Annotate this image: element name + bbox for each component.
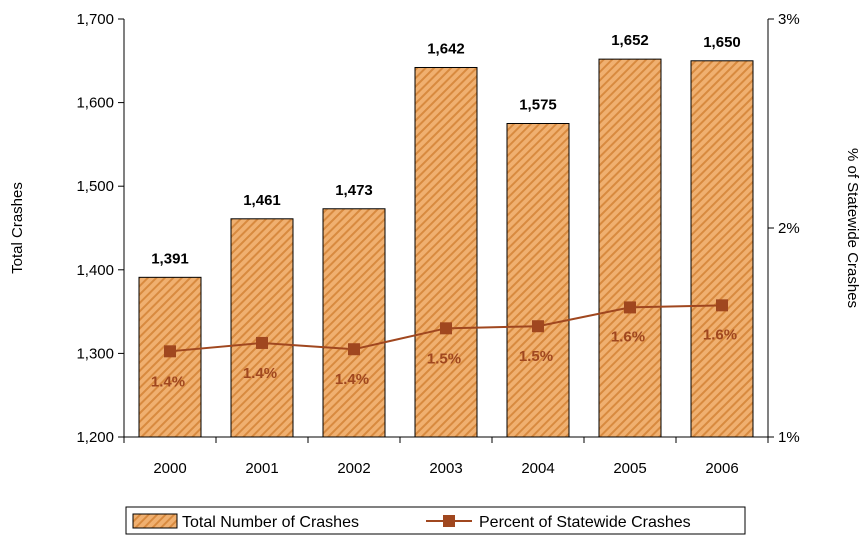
percent-value-label: 1.4% (243, 365, 277, 382)
bar-value-label: 1,575 (519, 97, 557, 114)
percent-value-label: 1.6% (611, 328, 645, 345)
percent-marker (716, 299, 728, 312)
x-tick-label: 2003 (429, 460, 462, 477)
bar (322, 208, 386, 438)
legend-swatch-bars (132, 513, 178, 529)
y-tick-label: 1,300 (76, 345, 114, 362)
percent-marker (624, 301, 636, 314)
legend-label-bars: Total Number of Crashes (182, 514, 359, 531)
line-series: 1.4% 1.4% 1.4% 1.5% 1.5% 1.6% 1.6% (151, 299, 737, 390)
x-tick-label: 2006 (705, 460, 738, 477)
axes: 1,200 1,300 1,400 1,500 1,600 1,700 1% 2% 3% 2000… (76, 11, 799, 477)
bar-value-label: 1,391 (151, 250, 189, 267)
percent-marker (348, 343, 360, 356)
percent-value-label: 1.6% (703, 326, 737, 343)
x-tick-label: 2004 (521, 460, 554, 477)
y-tick-label: 1,400 (76, 262, 114, 279)
y-tick-label: 1,600 (76, 95, 114, 112)
bar-value-label: 1,461 (243, 192, 281, 209)
bar (506, 123, 570, 438)
legend: Total Number of Crashes Percent of State… (125, 506, 746, 535)
percent-marker (532, 320, 544, 333)
bar-value-label: 1,473 (335, 182, 373, 199)
percent-value-label: 1.4% (335, 371, 369, 388)
bar (598, 58, 662, 438)
x-tick-label: 2005 (613, 460, 646, 477)
percent-value-label: 1.4% (151, 373, 185, 390)
y2-tick-label: 1% (778, 429, 800, 446)
bar-value-label: 1,642 (427, 40, 465, 57)
percent-marker (440, 322, 452, 335)
bar (230, 218, 294, 438)
bar-value-label: 1,652 (611, 32, 649, 49)
percent-marker (164, 345, 176, 358)
y-tick-label: 1,200 (76, 429, 114, 446)
bar (690, 60, 754, 438)
percent-value-label: 1.5% (519, 348, 553, 365)
y-tick-label: 1,700 (76, 11, 114, 28)
x-tick-label: 2002 (337, 460, 370, 477)
bar (414, 66, 478, 438)
x-tick-label: 2001 (245, 460, 278, 477)
y-axis-title: Total Crashes (9, 182, 26, 274)
legend-swatch-marker (443, 515, 455, 527)
percent-marker (256, 336, 268, 349)
y2-axis-title: % of Statewide Crashes (844, 148, 861, 308)
y2-tick-label: 2% (778, 220, 800, 237)
x-tick-label: 2000 (153, 460, 186, 477)
y2-tick-label: 3% (778, 11, 800, 28)
y-tick-label: 1,500 (76, 178, 114, 195)
percent-value-label: 1.5% (427, 350, 461, 367)
legend-label-line: Percent of Statewide Crashes (479, 514, 691, 531)
bar-value-label: 1,650 (703, 34, 741, 51)
bars: 1,391 1,461 1,473 1,642 1,575 1,652 1,650 (138, 32, 754, 438)
